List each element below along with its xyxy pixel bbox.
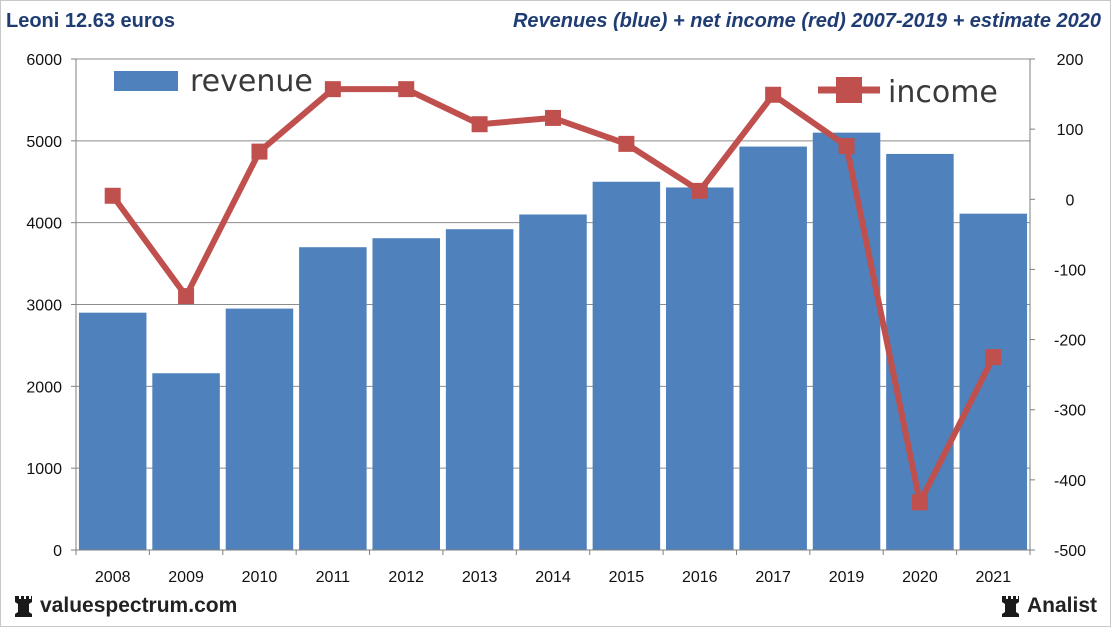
x-tick-label: 2021 — [976, 569, 1012, 586]
left-tick-label: 4000 — [26, 216, 62, 233]
x-tick-label: 2015 — [609, 569, 645, 586]
legend: revenue income — [108, 64, 1002, 114]
right-tick-label: 100 — [1057, 122, 1084, 139]
x-tick-label: 2010 — [242, 569, 278, 586]
rook-icon — [1001, 596, 1019, 617]
revenue-bar — [666, 187, 734, 550]
footer-brand-right-text: Analist — [1026, 594, 1097, 617]
revenue-bar — [739, 146, 807, 551]
x-tick-label: 2009 — [168, 569, 204, 586]
revenue-bars — [78, 132, 1028, 551]
x-tick-label: 2016 — [682, 569, 718, 586]
left-tick-label: 1000 — [26, 461, 62, 478]
footer-brand-left-text: valuespectrum.com — [40, 594, 238, 617]
footer-brand-left: valuespectrum.com — [14, 594, 237, 618]
footer-brand-right: Analist — [1001, 594, 1097, 618]
right-tick-label: -300 — [1054, 403, 1086, 420]
left-tick-label: 5000 — [26, 134, 62, 151]
legend-income-label: income — [888, 75, 998, 110]
x-tick-label: 2017 — [755, 569, 791, 586]
left-tick-label: 3000 — [26, 298, 62, 315]
revenue-bar — [445, 229, 514, 551]
chart-title: Revenues (blue) + net income (red) 2007-… — [512, 10, 1101, 32]
income-marker — [178, 288, 195, 305]
x-tick-label: 2008 — [95, 569, 131, 586]
revenue-bar — [592, 181, 661, 550]
x-tick-label: 2012 — [388, 569, 424, 586]
axes: 0100020003000400050006000-500-400-300-20… — [26, 52, 1086, 586]
stock-price-title: Leoni 12.63 euros — [6, 10, 175, 32]
income-marker — [251, 143, 268, 160]
income-marker — [618, 135, 635, 152]
revenue-bar — [959, 213, 1028, 551]
x-tick-label: 2020 — [902, 569, 938, 586]
revenue-bar — [152, 373, 220, 550]
left-tick-label: 0 — [53, 543, 62, 560]
x-tick-label: 2011 — [316, 569, 351, 586]
legend-revenue-label: revenue — [190, 64, 313, 99]
legend-income-marker — [836, 77, 862, 103]
revenue-bar — [519, 214, 587, 550]
right-tick-label: 200 — [1057, 52, 1084, 69]
income-marker — [838, 137, 855, 154]
income-marker — [104, 187, 121, 204]
revenue-bar — [225, 308, 294, 550]
x-tick-label: 2013 — [462, 569, 498, 586]
legend-revenue-swatch — [114, 71, 178, 91]
revenue-bar — [299, 247, 367, 550]
income-marker — [691, 182, 708, 199]
revenue-bar — [372, 238, 440, 550]
right-tick-label: 0 — [1066, 192, 1075, 209]
income-marker — [765, 86, 782, 103]
revenue-bar — [812, 132, 881, 550]
income-marker — [398, 81, 415, 98]
income-marker — [911, 494, 928, 511]
rook-icon — [15, 596, 32, 617]
left-tick-label: 6000 — [26, 52, 62, 69]
revenue-bar — [78, 312, 147, 550]
x-tick-label: 2014 — [535, 569, 571, 586]
right-tick-label: -400 — [1054, 473, 1086, 490]
income-marker — [471, 116, 488, 133]
right-tick-label: -500 — [1054, 543, 1086, 560]
income-line — [104, 81, 1002, 511]
revenue-bar — [886, 153, 954, 550]
income-marker — [324, 81, 341, 98]
right-tick-label: -200 — [1054, 333, 1086, 350]
x-tick-label: 2019 — [829, 569, 865, 586]
right-tick-label: -100 — [1054, 262, 1086, 279]
income-marker — [545, 109, 561, 126]
left-tick-label: 2000 — [26, 379, 62, 396]
income-marker — [985, 349, 1002, 366]
